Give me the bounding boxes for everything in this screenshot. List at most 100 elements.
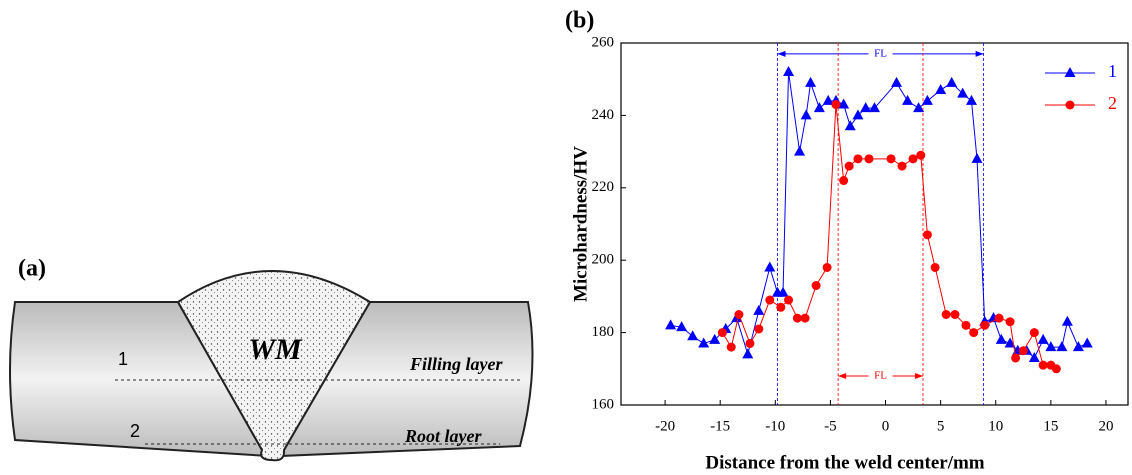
point xyxy=(784,295,794,305)
weld-diagram: (a) WM 1 2 Filling layer Root layer xyxy=(9,256,534,462)
fl-label: FL xyxy=(874,370,887,382)
point xyxy=(921,94,933,105)
y-tick-label: 200 xyxy=(592,252,615,268)
line-label: 1 xyxy=(118,349,128,369)
point xyxy=(822,262,832,272)
point xyxy=(687,330,699,341)
point xyxy=(994,313,1004,323)
point xyxy=(1045,341,1057,352)
point xyxy=(800,109,812,120)
point xyxy=(745,338,755,348)
point xyxy=(822,94,834,105)
point xyxy=(902,94,914,105)
x-tick-label: -20 xyxy=(655,418,675,434)
x-tick-label: 0 xyxy=(882,418,890,434)
point xyxy=(844,161,854,171)
x-tick-label: 15 xyxy=(1043,418,1058,434)
plot-frame xyxy=(620,42,1129,406)
point xyxy=(1004,337,1016,348)
region-label: WM xyxy=(248,333,303,366)
point xyxy=(891,76,903,87)
point xyxy=(805,76,817,87)
point xyxy=(935,84,947,95)
y-tick-label: 160 xyxy=(592,396,615,412)
point xyxy=(838,98,850,109)
point xyxy=(995,333,1007,344)
point xyxy=(1051,364,1061,374)
point xyxy=(916,150,926,160)
point xyxy=(1038,360,1048,370)
point xyxy=(913,102,925,113)
point xyxy=(897,161,907,171)
point xyxy=(839,176,849,186)
point xyxy=(734,310,744,319)
point xyxy=(698,337,710,348)
x-tick-label: 10 xyxy=(988,418,1003,434)
point xyxy=(726,342,736,352)
legend-label: 1 xyxy=(1108,61,1117,81)
point xyxy=(957,87,969,98)
point xyxy=(946,76,958,87)
layer-label: Filling layer xyxy=(409,354,504,374)
x-tick-label: 5 xyxy=(937,418,945,434)
point xyxy=(864,154,874,164)
point xyxy=(1061,315,1073,326)
point xyxy=(776,302,786,312)
point xyxy=(1029,328,1039,338)
point xyxy=(1011,353,1021,363)
panel-label: (a) xyxy=(18,256,46,282)
point xyxy=(922,230,932,240)
point xyxy=(853,154,863,164)
point xyxy=(813,102,825,113)
point xyxy=(777,286,789,297)
point xyxy=(783,65,795,76)
x-tick-label: -5 xyxy=(824,418,837,434)
panel-label: (b) xyxy=(565,8,594,34)
point xyxy=(676,321,688,332)
point xyxy=(930,262,940,272)
point xyxy=(753,304,765,315)
series-line xyxy=(721,104,1057,370)
point xyxy=(969,328,979,338)
point xyxy=(980,320,990,330)
point xyxy=(886,154,896,164)
point xyxy=(1028,351,1040,362)
point xyxy=(811,281,821,291)
point xyxy=(1056,341,1068,352)
layer-label: Root layer xyxy=(404,426,482,446)
y-tick-label: 260 xyxy=(592,34,615,50)
x-tick-label: 20 xyxy=(1098,418,1113,434)
point xyxy=(765,295,775,305)
point xyxy=(941,310,951,319)
point xyxy=(717,328,727,338)
point xyxy=(1072,341,1084,352)
point xyxy=(800,313,810,323)
y-axis-label: Microhardness/HV xyxy=(570,146,591,302)
point xyxy=(971,152,983,163)
point xyxy=(1081,337,1093,348)
legend-label: 2 xyxy=(1108,93,1117,113)
line-label: 2 xyxy=(130,421,140,441)
y-tick-label: 220 xyxy=(592,179,615,195)
legend-marker xyxy=(1065,100,1075,110)
right-plate xyxy=(278,301,534,458)
point xyxy=(792,313,802,323)
point xyxy=(764,261,776,272)
weld-metal xyxy=(176,270,372,462)
point xyxy=(860,102,872,113)
y-tick-label: 180 xyxy=(592,324,615,340)
x-tick-label: -10 xyxy=(765,418,785,434)
point xyxy=(908,154,918,164)
point xyxy=(831,100,841,110)
point xyxy=(709,333,721,344)
series-line xyxy=(670,71,1088,359)
fl-label: FL xyxy=(874,47,887,59)
legend-marker xyxy=(1064,67,1076,77)
point xyxy=(950,310,960,319)
point xyxy=(742,348,754,359)
point xyxy=(844,120,856,131)
point xyxy=(1037,333,1049,344)
point xyxy=(965,94,977,105)
point xyxy=(869,102,880,113)
